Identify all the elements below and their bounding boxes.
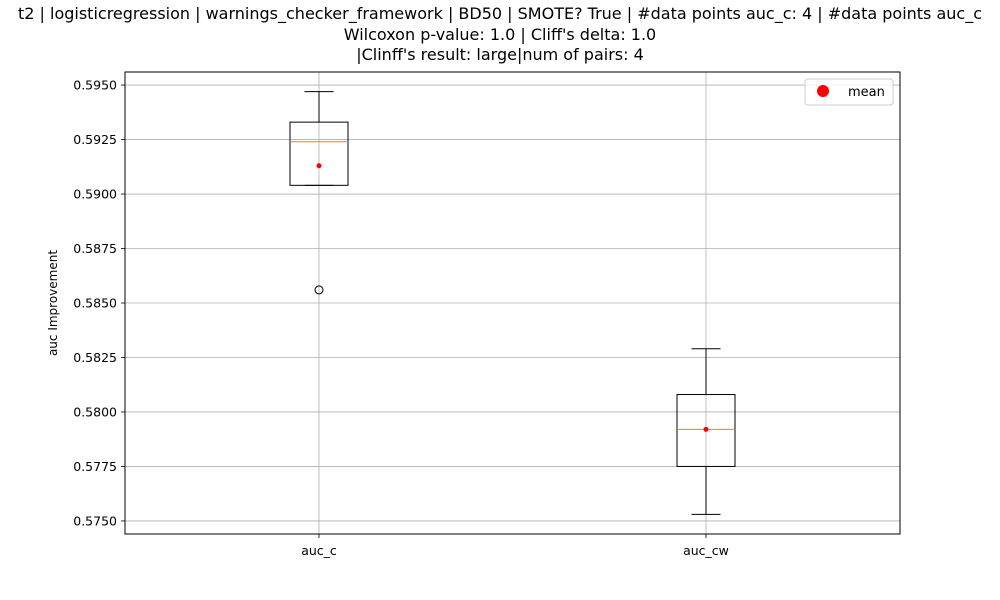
mean-marker <box>316 163 322 169</box>
y-tick-label: 0.5875 <box>73 241 117 256</box>
box-layer <box>289 91 736 515</box>
title-line-1: t2 | logisticregression | warnings_check… <box>17 4 983 23</box>
y-tick-label: 0.5825 <box>73 350 117 365</box>
y-tick-label: 0.5850 <box>73 296 117 311</box>
y-tick-label: 0.5900 <box>73 187 117 202</box>
y-tick-label: 0.5775 <box>73 459 117 474</box>
y-tick-label: 0.5750 <box>73 513 117 528</box>
legend-frame <box>804 78 894 106</box>
y-tick-label: 0.5925 <box>73 132 117 147</box>
grid-layer <box>125 72 900 534</box>
tick-layer: 0.5750 0.5775 0.5800 0.5825 0.5850 0.5875 0.59… <box>73 78 729 558</box>
iqr-box <box>289 121 349 186</box>
iqr-box <box>676 394 736 467</box>
y-tick-label: 0.5950 <box>73 78 117 93</box>
mean-marker <box>703 426 709 432</box>
outlier-point <box>314 285 324 295</box>
chart-title: t2 | logisticregression | warnings_check… <box>0 4 1000 66</box>
box-group-auc_cw <box>676 348 736 515</box>
title-line-3: |Clinff's result: large|num of pairs: 4 <box>356 45 644 64</box>
legend-mean-marker <box>817 85 829 97</box>
y-tick-label: 0.5800 <box>73 404 117 419</box>
legend: mean <box>804 78 894 106</box>
legend-mean-label: mean <box>848 85 885 100</box>
x-tick-label: auc_cw <box>683 543 729 558</box>
box-group-auc_c <box>289 91 349 295</box>
y-axis-label: auc Improvement <box>46 250 60 356</box>
x-tick-label: auc_c <box>301 543 337 558</box>
title-line-2: Wilcoxon p-value: 1.0 | Cliff's delta: 1… <box>343 24 657 44</box>
